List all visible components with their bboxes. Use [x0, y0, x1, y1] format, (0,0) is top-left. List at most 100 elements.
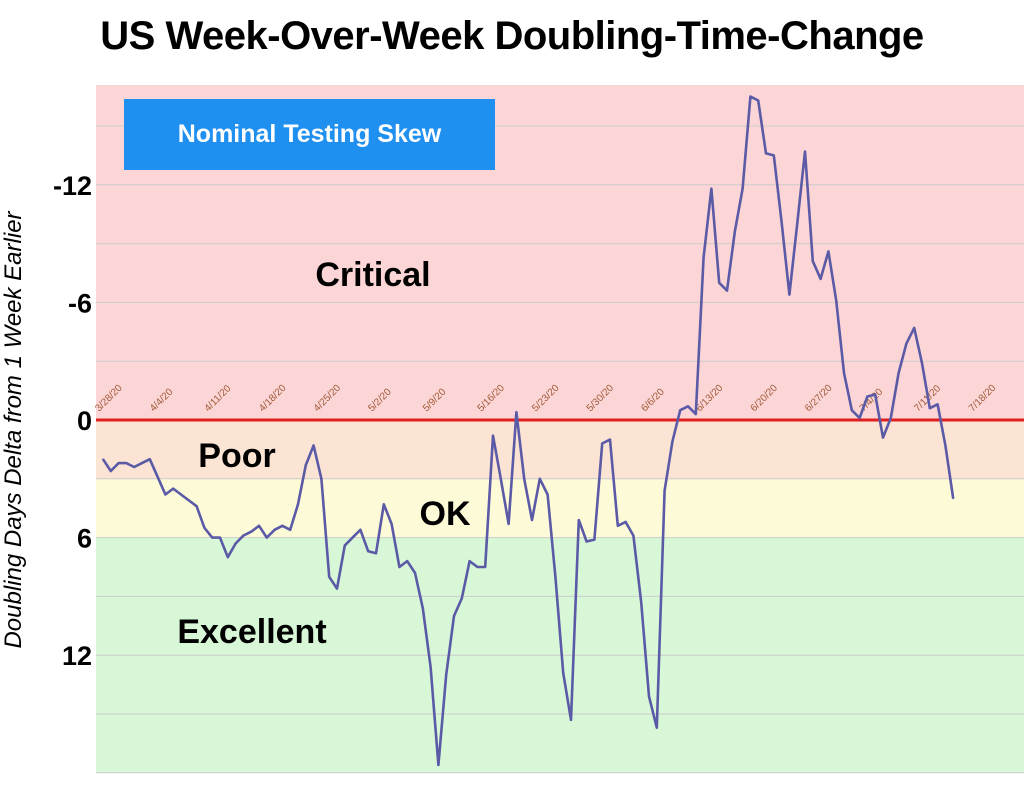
data-point [562, 672, 564, 674]
chart-title: US Week-Over-Week Doubling-Time-Change [100, 14, 924, 58]
data-point [780, 221, 783, 223]
data-point [695, 413, 697, 415]
data-point [102, 458, 104, 461]
y-tick-label: 6 [77, 524, 92, 554]
data-point [523, 478, 525, 480]
data-point [773, 154, 775, 157]
zone-label-excellent: Excellent [177, 613, 326, 651]
data-point [344, 544, 346, 547]
data-point [944, 444, 947, 447]
data-point [546, 493, 549, 496]
data-point [437, 764, 440, 766]
data-point [133, 466, 135, 468]
data-point [890, 417, 892, 419]
data-point [305, 464, 307, 466]
data-point [936, 403, 939, 406]
data-point [484, 566, 487, 568]
data-point [149, 458, 151, 461]
y-tick-label: -12 [53, 171, 92, 201]
data-point [234, 542, 237, 545]
data-point [929, 407, 931, 410]
data-point [266, 536, 268, 539]
data-point [765, 152, 767, 155]
data-point [585, 540, 588, 543]
data-point [219, 536, 221, 539]
data-point [110, 470, 112, 472]
data-point [702, 256, 705, 259]
data-point [461, 597, 463, 600]
data-point [250, 530, 252, 533]
data-point [663, 489, 666, 492]
data-point [921, 362, 923, 364]
data-point [827, 250, 830, 253]
y-tick-label: 0 [77, 406, 92, 436]
data-point [468, 560, 471, 562]
data-point [515, 411, 518, 413]
data-point [897, 372, 900, 374]
data-point [203, 527, 206, 529]
data-point [297, 503, 299, 506]
data-point [156, 476, 159, 478]
data-point [398, 566, 401, 568]
data-point [819, 278, 822, 280]
data-point [874, 393, 876, 396]
data-point [188, 499, 190, 502]
data-point [554, 576, 557, 578]
data-point [289, 528, 292, 531]
data-point [812, 260, 814, 263]
data-point [492, 434, 494, 437]
data-point [258, 525, 260, 527]
series-line [101, 95, 955, 767]
data-point [687, 405, 689, 408]
data-point [617, 525, 619, 527]
data-point [312, 444, 315, 447]
data-point [578, 519, 580, 521]
data-point [414, 572, 416, 574]
series-layer [101, 95, 955, 767]
zone-band-poor [96, 420, 1024, 479]
data-point [882, 436, 884, 439]
data-point [445, 674, 448, 676]
data-point [741, 187, 744, 190]
data-point [383, 503, 385, 506]
data-point [570, 719, 572, 721]
data-point [835, 299, 837, 302]
data-point [656, 726, 658, 729]
data-point [858, 417, 861, 419]
y-tick-label: 12 [62, 641, 92, 671]
data-point [804, 150, 806, 153]
data-point [905, 342, 908, 345]
zone-label-poor: Poor [198, 437, 275, 475]
data-point [710, 187, 713, 190]
data-point [624, 521, 627, 523]
data-point [866, 395, 869, 398]
data-point [180, 493, 182, 496]
data-point [609, 438, 611, 441]
data-point [726, 289, 728, 292]
y-tick-labels: -12 -6 0 6 12 [53, 171, 92, 671]
zone-label-ok: OK [420, 495, 471, 533]
zone-band-ok [96, 478, 1024, 538]
zone-label-critical: Critical [315, 256, 430, 294]
data-point [375, 552, 377, 555]
data-point [367, 550, 370, 553]
data-point [328, 576, 331, 578]
data-point [648, 695, 650, 698]
data-point [476, 566, 479, 568]
data-point [640, 601, 642, 604]
data-point [632, 534, 635, 537]
data-point [273, 528, 276, 531]
data-point [679, 409, 681, 412]
data-point [749, 95, 752, 98]
data-point [913, 327, 915, 329]
data-point [539, 478, 541, 480]
y-tick-label: -6 [68, 288, 92, 318]
data-point [172, 487, 174, 490]
data-point [125, 462, 128, 464]
data-point [320, 478, 323, 480]
data-point [227, 556, 229, 558]
data-point [390, 523, 393, 525]
data-point [601, 442, 603, 445]
testing-skew-annotation: Nominal Testing Skew [124, 99, 495, 170]
